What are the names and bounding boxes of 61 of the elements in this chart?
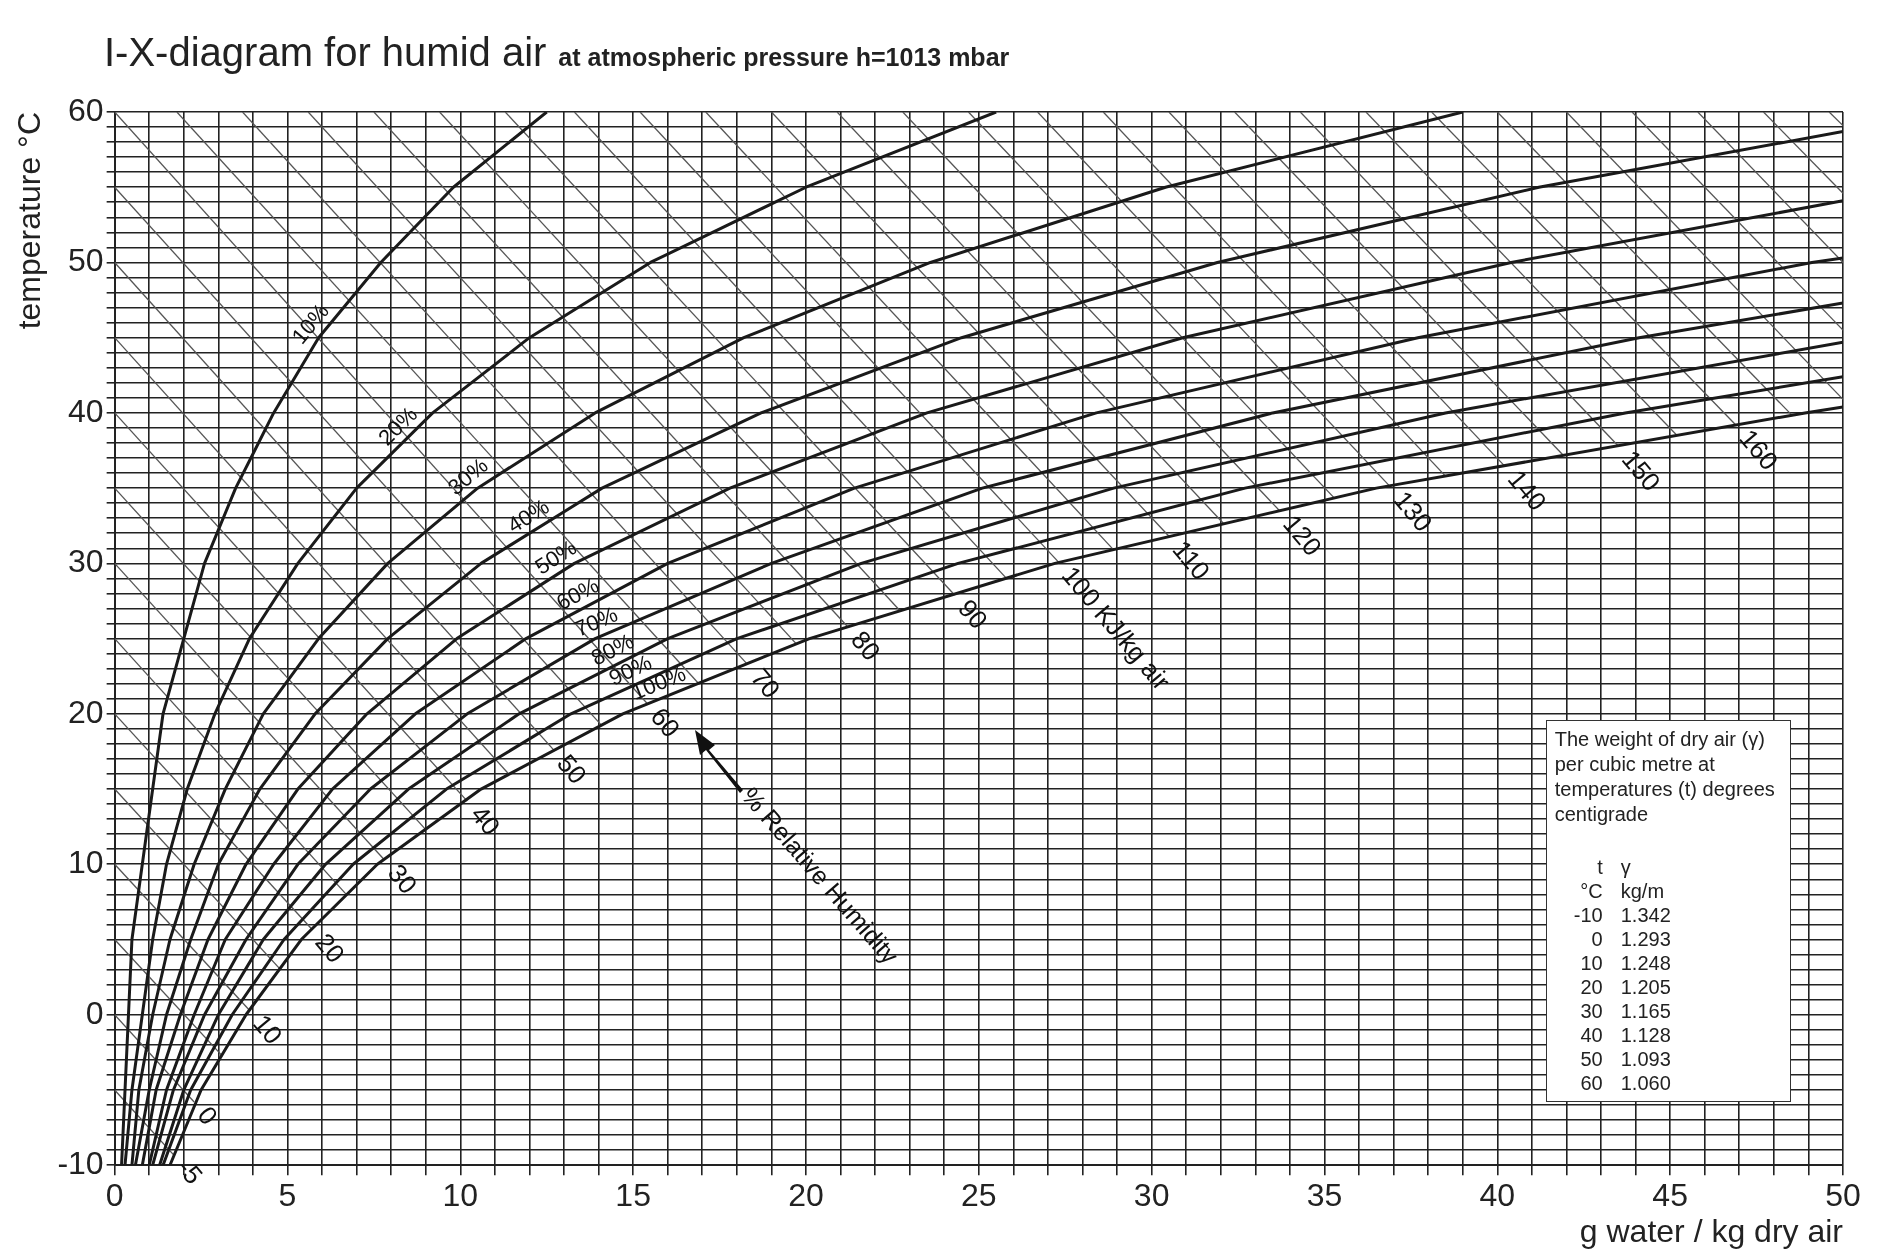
y-tick-label: 20 <box>68 693 104 730</box>
x-tick-label: 10 <box>442 1177 479 1214</box>
annotation: 130 <box>1387 485 1439 538</box>
annotation: 0 <box>191 1100 225 1131</box>
annotation: 10 <box>1579 950 1604 975</box>
annotation: γ <box>1620 854 1632 879</box>
annotation: °C <box>1579 878 1604 903</box>
annotation: 50 <box>551 748 593 790</box>
annotation: -5 <box>171 1153 209 1191</box>
annotation: t <box>1596 854 1604 879</box>
annotation: 1.093 <box>1620 1046 1672 1071</box>
x-axis-title: g water / kg dry air <box>1579 1212 1844 1249</box>
text: 30% <box>442 452 493 501</box>
chart-subtitle: at atmospheric pressure h=1013 mbar <box>558 43 1010 71</box>
y-tick-label: -10 <box>57 1145 104 1182</box>
annotation: The weight of dry air (γ) per cubic metre at temperatures (t) degrees centigrade <box>1554 726 1776 827</box>
annotation: 1.128 <box>1620 1022 1672 1047</box>
annotation: 60 <box>1579 1070 1604 1095</box>
x-tick-label: 40 <box>1479 1177 1516 1214</box>
y-tick-label: 10 <box>68 844 104 881</box>
annotation: 70 <box>744 662 787 704</box>
annotation: 1.205 <box>1620 974 1672 999</box>
x-tick-label: 30 <box>1133 1177 1170 1214</box>
y-tick-label: 40 <box>68 392 104 429</box>
annotation: 1.293 <box>1620 926 1672 951</box>
annotation: 150 <box>1615 444 1667 497</box>
y-tick-label: 30 <box>68 543 104 580</box>
x-tick-label: 5 <box>278 1177 297 1214</box>
annotation: kg/m <box>1620 878 1666 903</box>
annotation: 140 <box>1501 463 1553 517</box>
annotation: 160 <box>1733 423 1785 476</box>
annotation: 1.165 <box>1620 998 1672 1023</box>
annotation: 50 <box>1579 1046 1604 1071</box>
annotation: 10 <box>247 1008 289 1051</box>
annotation: 110 <box>1166 534 1217 586</box>
x-tick-label: 50 <box>1825 1177 1861 1214</box>
annotation: 1.060 <box>1620 1070 1672 1095</box>
y-axis-title: temperature °C <box>11 112 48 330</box>
x-tick-label: 20 <box>788 1177 824 1214</box>
y-tick-label: 0 <box>85 994 104 1031</box>
annotation: 90 <box>952 593 994 635</box>
annotation: 30 <box>381 858 424 900</box>
annotation: 30 <box>1579 998 1604 1023</box>
annotation: 120 <box>1277 509 1329 562</box>
annotation: 0 <box>1590 926 1604 951</box>
y-tick-label: 50 <box>68 242 104 279</box>
x-tick-label: 15 <box>615 1177 651 1214</box>
annotation: 1.248 <box>1620 950 1672 975</box>
annotation: 40 <box>464 799 507 841</box>
annotation: -10 <box>1572 902 1604 927</box>
x-tick-label: 35 <box>1306 1177 1343 1214</box>
annotation: 80 <box>845 624 887 667</box>
annotation: 20 <box>1579 974 1604 999</box>
annotation: 20 <box>309 927 351 969</box>
annotation: 1.342 <box>1620 902 1672 927</box>
chart-title: I-X-diagram for humid air <box>104 30 547 74</box>
annotation: 40 <box>1579 1022 1604 1047</box>
annotation: 60 <box>644 701 687 744</box>
y-tick-label: 60 <box>68 91 104 128</box>
x-tick-label: 45 <box>1652 1177 1688 1214</box>
x-tick-label: 25 <box>961 1177 997 1214</box>
